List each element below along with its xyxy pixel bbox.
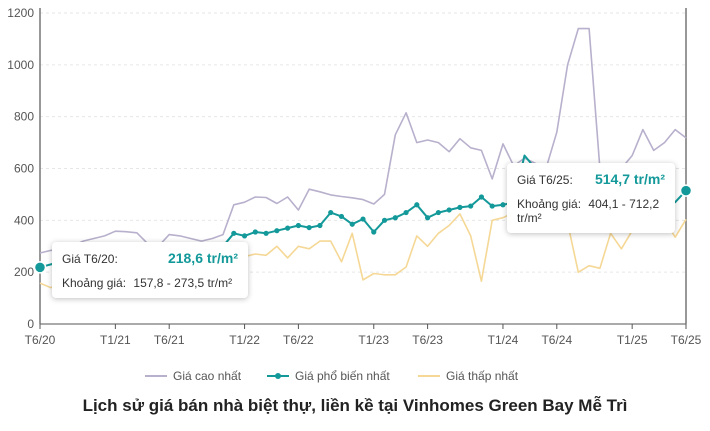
- series-point: [295, 222, 301, 229]
- series-point: [317, 222, 323, 229]
- tooltip-start: Giá T6/20: 218,6 tr/m² Khoảng giá: 157,8…: [52, 242, 248, 298]
- series-point: [338, 213, 345, 220]
- series-point: [489, 203, 495, 209]
- x-tick-label: T6/22: [283, 333, 314, 347]
- y-tick-label: 400: [14, 213, 34, 227]
- series-point: [392, 215, 398, 221]
- series-point: [252, 229, 258, 235]
- tooltip-end-range: 404,1 - 712,2 tr/m²: [517, 197, 660, 225]
- y-tick-label: 0: [27, 317, 34, 331]
- series-point: [371, 229, 377, 235]
- tooltip-start-range-label: Khoảng giá:: [62, 276, 127, 290]
- x-tick-label: T1/23: [358, 333, 389, 347]
- x-tick-label: T1/25: [617, 333, 648, 347]
- series-point: [457, 204, 463, 210]
- series-point: [478, 194, 485, 200]
- legend-label-1: Giá phổ biến nhất: [295, 369, 390, 383]
- y-tick-label: 800: [14, 110, 34, 124]
- x-tick-label: T6/21: [154, 333, 185, 347]
- series-point: [263, 230, 269, 236]
- series-point: [381, 217, 388, 223]
- series-point: [306, 224, 312, 231]
- tooltip-end: Giá T6/25: 514,7 tr/m² Khoảng giá: 404,1…: [507, 163, 675, 233]
- x-tick-label: T1/24: [488, 333, 519, 347]
- chart-title: Lịch sử giá bán nhà biệt thự, liền kề tạ…: [82, 396, 628, 415]
- x-tick-label: T1/21: [100, 333, 131, 347]
- tooltip-start-date: Giá T6/20:: [62, 252, 118, 266]
- tooltip-start-price: 218,6 tr/m²: [167, 250, 238, 266]
- x-tick-label: T1/22: [229, 333, 260, 347]
- series-point: [328, 209, 334, 216]
- y-tick-label: 600: [14, 162, 34, 176]
- y-tick-label: 1200: [7, 6, 34, 20]
- x-tick-label: T6/25: [671, 333, 702, 347]
- series-point: [360, 216, 366, 222]
- y-tick-label: 200: [14, 265, 34, 279]
- series-point: [425, 215, 431, 221]
- x-tick-label: T6/23: [412, 333, 443, 347]
- tooltip-end-range-label: Khoảng giá:: [517, 197, 582, 211]
- series-point: [403, 209, 409, 216]
- highlight-point-start: [33, 261, 47, 274]
- x-tick-label: T6/20: [25, 333, 56, 347]
- tooltip-end-price: 514,7 tr/m²: [594, 171, 665, 187]
- legend-label-2: Giá thấp nhất: [446, 369, 519, 383]
- legend-label-0: Giá cao nhất: [173, 369, 242, 383]
- legend-marker: [275, 373, 281, 379]
- y-tick-label: 1000: [7, 58, 34, 72]
- highlight-point-end: [679, 184, 693, 197]
- tooltip-start-range: 157,8 - 273,5 tr/m²: [133, 276, 233, 290]
- series-point: [285, 225, 291, 231]
- series-point: [468, 203, 474, 209]
- series-point: [446, 207, 452, 213]
- series-point: [349, 221, 355, 227]
- series-point: [500, 202, 506, 208]
- series-point: [435, 209, 441, 216]
- series-point: [414, 202, 420, 208]
- series-point: [274, 228, 280, 234]
- series-point: [241, 233, 248, 239]
- tooltip-end-date: Giá T6/25:: [517, 173, 573, 187]
- series-point: [231, 230, 237, 236]
- x-tick-label: T6/24: [541, 333, 572, 347]
